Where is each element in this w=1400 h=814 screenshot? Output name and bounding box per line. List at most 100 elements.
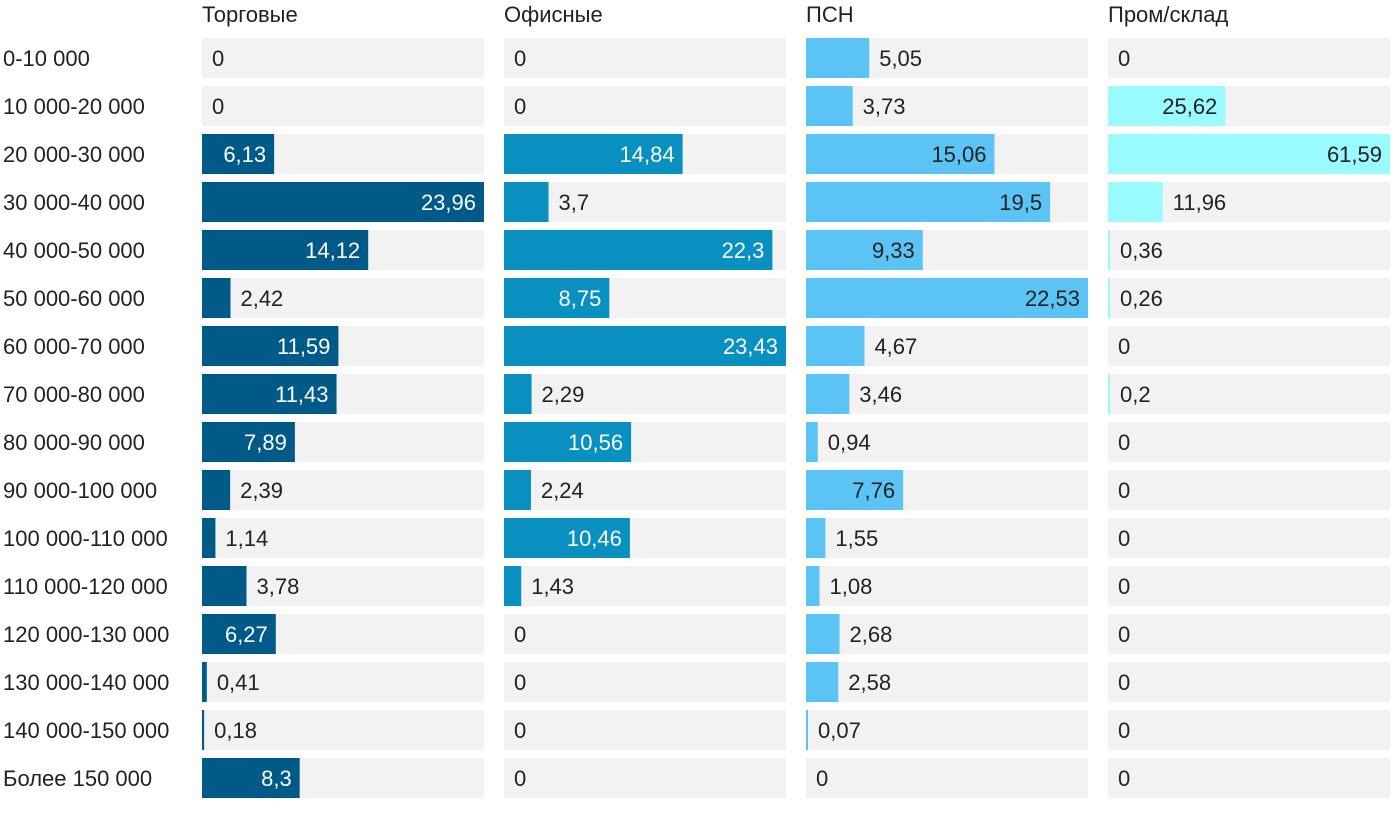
bar <box>202 326 339 366</box>
data-label: 0 <box>1118 766 1130 791</box>
data-label: 23,96 <box>421 190 476 215</box>
bar-track <box>1108 518 1390 558</box>
bar <box>806 134 995 174</box>
bar <box>202 182 484 222</box>
data-label: 0 <box>1118 334 1130 359</box>
category-label: 40 000-50 000 <box>3 238 145 263</box>
data-label: 0 <box>1118 574 1130 599</box>
data-label: 0 <box>514 670 526 695</box>
bar-track <box>504 566 786 606</box>
bar-track <box>1108 422 1390 462</box>
data-label: 8,3 <box>261 766 292 791</box>
category-label: 80 000-90 000 <box>3 430 145 455</box>
data-label: 0,41 <box>217 670 260 695</box>
data-label: 6,27 <box>225 622 268 647</box>
bar <box>1108 134 1390 174</box>
data-label: 1,55 <box>835 526 878 551</box>
bar <box>504 278 610 318</box>
category-label: 140 000-150 000 <box>3 718 169 743</box>
bar <box>504 230 773 270</box>
category-label: 20 000-30 000 <box>3 142 145 167</box>
bar-track <box>806 422 1088 462</box>
bar <box>806 182 1051 222</box>
bar-track <box>1108 566 1390 606</box>
bar <box>202 230 369 270</box>
data-label: 0,94 <box>828 430 871 455</box>
bar <box>202 710 205 750</box>
panel-1: Торговые 0 0 6,13 23,96 14,12 2,42 11,59 11,43 7,… <box>202 2 484 798</box>
bar <box>202 470 231 510</box>
chart-panels: Торговые 0 0 6,13 23,96 14,12 2,42 11,59 11,43 7,… <box>202 2 1390 798</box>
data-label: 4,67 <box>874 334 917 359</box>
bar <box>504 422 632 462</box>
category-label: 110 000-120 000 <box>3 574 168 599</box>
bar-track <box>202 710 484 750</box>
data-label: 0 <box>1118 670 1130 695</box>
data-label: 14,12 <box>305 238 360 263</box>
data-label: 0 <box>514 94 526 119</box>
category-labels: 0-10 000 10 000-20 000 20 000-30 000 30 000… <box>3 46 169 791</box>
data-label: 0 <box>1118 526 1130 551</box>
data-label: 0 <box>212 46 224 71</box>
bar <box>202 614 276 654</box>
bar <box>806 374 850 414</box>
data-label: 2,39 <box>240 478 283 503</box>
category-label: 120 000-130 000 <box>3 622 169 647</box>
data-label: 1,43 <box>531 574 574 599</box>
data-label: 8,75 <box>558 286 601 311</box>
bar-track <box>806 614 1088 654</box>
bar-track <box>202 38 484 78</box>
data-label: 5,05 <box>879 46 922 71</box>
data-label: 14,84 <box>620 142 675 167</box>
bar <box>202 422 295 462</box>
bar-track <box>504 614 786 654</box>
bar <box>806 422 818 462</box>
bar <box>806 470 904 510</box>
bar <box>1108 230 1110 270</box>
bar-track <box>504 38 786 78</box>
bar <box>504 326 786 366</box>
bar-track <box>806 566 1088 606</box>
bar <box>806 566 820 606</box>
bar <box>202 758 300 798</box>
bar <box>504 182 549 222</box>
data-label: 0,26 <box>1120 286 1163 311</box>
data-label: 0 <box>1118 46 1130 71</box>
bar <box>1108 182 1163 222</box>
data-label: 0 <box>514 46 526 71</box>
data-label: 11,96 <box>1173 190 1226 215</box>
bar-track <box>202 86 484 126</box>
panel-4: Пром/склад 0 25,62 61,59 11,96 0,36 0,26 0 0,2 0 0… <box>1108 2 1390 798</box>
bar-track <box>1108 710 1390 750</box>
data-label: 3,7 <box>559 190 590 215</box>
data-label: 0,18 <box>214 718 257 743</box>
bar-track <box>504 470 786 510</box>
panel-title: Пром/склад <box>1108 2 1228 27</box>
bar-track <box>1108 758 1390 798</box>
category-label: 130 000-140 000 <box>3 670 169 695</box>
data-label: 25,62 <box>1162 94 1217 119</box>
bar-track <box>1108 662 1390 702</box>
data-label: 2,58 <box>848 670 891 695</box>
data-label: 22,53 <box>1025 286 1080 311</box>
bar-track <box>504 182 786 222</box>
category-label: 100 000-110 000 <box>3 526 168 551</box>
bar-track <box>202 662 484 702</box>
bar <box>806 326 865 366</box>
bar <box>806 230 923 270</box>
data-label: 0 <box>1118 718 1130 743</box>
panel-title: Торговые <box>202 2 298 27</box>
bar <box>1108 86 1226 126</box>
bar-track <box>806 518 1088 558</box>
data-label: 0 <box>514 718 526 743</box>
bar <box>806 518 826 558</box>
data-label: 3,73 <box>863 94 906 119</box>
bar-track <box>806 374 1088 414</box>
bar-track <box>1108 470 1390 510</box>
bar <box>1108 374 1110 414</box>
panel-2: Офисные 0 0 14,84 3,7 22,3 8,75 23,43 2,29 10,56 2… <box>504 2 786 798</box>
bar <box>504 518 630 558</box>
bar-track <box>1108 326 1390 366</box>
data-label: 10,56 <box>568 430 623 455</box>
